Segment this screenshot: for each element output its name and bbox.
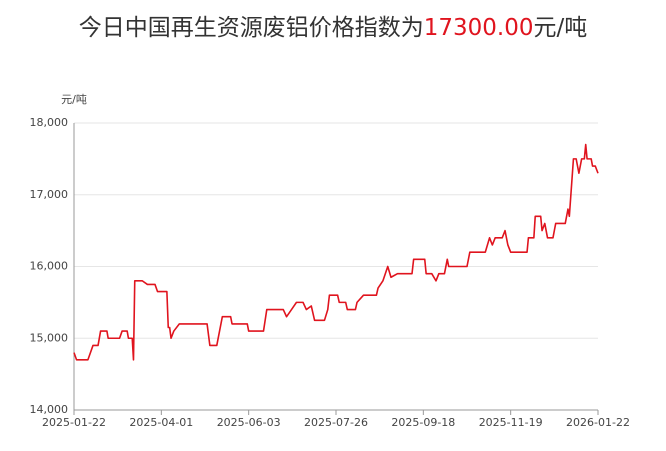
y-tick-label: 14,000 [30,403,69,416]
series-line [73,143,599,361]
y-tick-label: 16,000 [30,260,69,273]
y-tick-label: 18,000 [30,116,69,129]
y-tick-label: 17,000 [30,188,69,201]
title-unit: 元/吨 [534,15,588,41]
x-tick-label: 2025-11-19 [479,416,543,429]
x-tick-label: 2026-01-22 [566,416,630,429]
chart-title: 今日中国再生资源废铝价格指数为17300.00元/吨 [79,15,588,41]
title-value: 17300.00 [424,15,534,41]
title-text: 今日中国再生资源废铝价格指数为 [79,15,424,41]
y-tick-label: 15,000 [30,331,69,344]
x-tick-label: 2025-06-03 [217,416,281,429]
x-tick-label: 2025-07-26 [304,416,368,429]
x-tick-label: 2025-04-01 [129,416,193,429]
x-tick-label: 2025-01-22 [42,416,106,429]
x-tick-label: 2025-09-18 [391,416,455,429]
y-axis-label: 元/吨 [61,93,87,106]
